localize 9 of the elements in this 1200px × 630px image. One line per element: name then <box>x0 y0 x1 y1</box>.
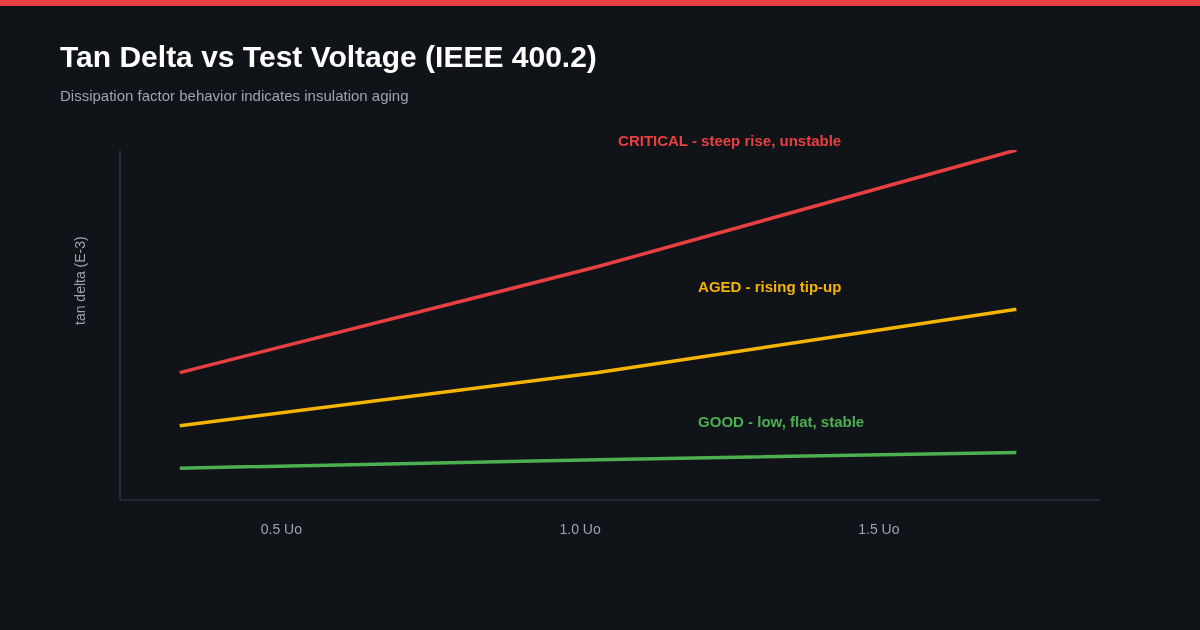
series-label: GOOD - low, flat, stable <box>698 412 865 430</box>
x-tick-label: 0.5 Uo <box>260 520 303 537</box>
chart-title: Tan Delta vs Test Voltage (IEEE 400.2) <box>60 40 597 74</box>
text: AGED - rising tip-up <box>698 277 842 295</box>
text: CRITICAL - steep rise, unstable <box>618 131 842 149</box>
x-tick-label: 1.5 Uo <box>858 520 900 537</box>
y-axis-title: tan delta (E-3) <box>71 236 88 325</box>
x-tick-label: 1.0 Uo <box>559 520 601 537</box>
chart-subtitle: Dissipation factor behavior indicates insulation aging <box>60 87 409 104</box>
